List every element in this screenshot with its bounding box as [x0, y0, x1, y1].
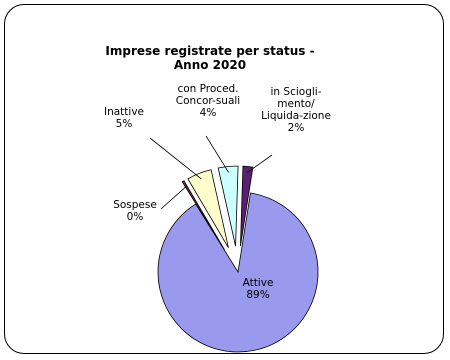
slice-label-4: in Sciogli-mento/Liquida-zione 2%	[261, 86, 331, 134]
pie-slice-3	[217, 165, 239, 247]
chart-title-line2: Anno 2020	[173, 58, 247, 72]
leader-line-1	[160, 186, 187, 210]
chart-title-line1: Imprese registrate per status -	[105, 44, 315, 58]
pie-slice-0	[157, 192, 319, 353]
leader-line-3	[205, 135, 229, 173]
slice-label-2: Inattive 5%	[104, 106, 144, 130]
pie-slice-2	[187, 169, 229, 249]
slice-label-0: Attive 89%	[243, 277, 274, 301]
slice-label-1: Sospese 0%	[113, 199, 157, 223]
slice-label-3: con Proced. Concor-suali 4%	[176, 83, 240, 119]
chart-title: Imprese registrate per status - Anno 202…	[30, 44, 390, 72]
leader-line-2	[149, 137, 202, 180]
pie-slice-1	[181, 180, 225, 250]
pie-slice-4	[240, 165, 254, 247]
leader-line-4	[247, 154, 273, 173]
